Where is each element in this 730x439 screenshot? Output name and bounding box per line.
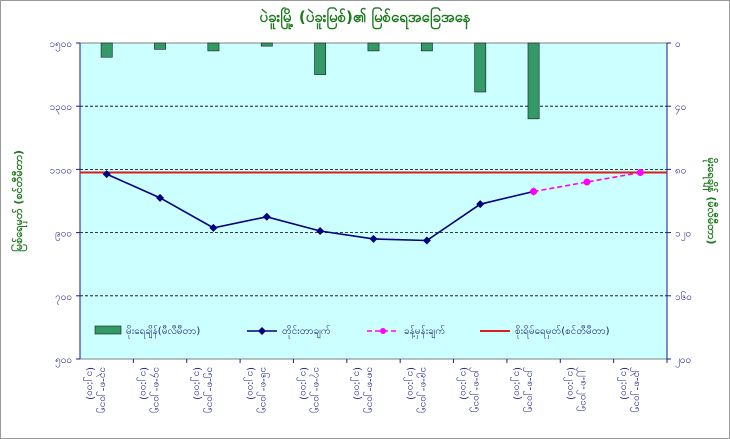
x-tick-time: (၁၂:၀၀) (616, 367, 629, 400)
x-tick-group: ၁၄-၈-၂၀၁၅(၁၂:၀၀) (136, 367, 162, 413)
y-left-tick-label: ၁၃၀၀ (50, 102, 73, 115)
forecast-point (583, 178, 591, 186)
x-tick-date: ၂၃-၈-၂၀၁၅ (629, 367, 642, 412)
x-tick-group: ၁၇-၈-၂၀၁၅(၁၂:၀၀) (296, 367, 322, 413)
rainfall-bar (154, 42, 166, 50)
x-tick-time: (၁၂:၀၀) (243, 367, 256, 400)
legend-observed-label: တိုင်းတာချက် (282, 324, 331, 339)
x-tick-time: (၁၂:၀၀) (510, 367, 523, 400)
y-right-tick-label: ၀ (675, 39, 681, 50)
x-tick-time: (၁၂:၀၀) (563, 367, 576, 400)
y-left-tick-label: ၅၀၀ (55, 355, 72, 368)
x-tick-date: ၁၉-၈-၂၀၁၅ (416, 367, 429, 413)
y-right-tick-label: ၁၆၀ (675, 290, 692, 303)
y-axis-left-label: မြစ်ရေမှတ် (စင်တီမီတာ) (10, 150, 28, 252)
observed-point (422, 236, 431, 245)
observed-point (369, 234, 378, 243)
rainfall-bar (207, 42, 220, 52)
forecast-point (530, 188, 538, 196)
y-left-tick-label: ၉၀၀ (55, 229, 72, 242)
x-tick-time: (၁၂:၀၀) (136, 367, 149, 400)
y-right-tick-label: ၄၀ (675, 102, 686, 115)
rainfall-bar (420, 42, 433, 52)
observed-point (156, 193, 165, 202)
x-tick-time: (၁၂:၀၀) (296, 367, 309, 400)
x-tick-group: ၁၈-၈-၂၀၁၅(၁၂:၀၀) (350, 367, 376, 413)
x-tick-time: (၁၂:၀၀) (403, 367, 416, 400)
x-tick-group: ၁၉-၈-၂၀၁၅(၁၂:၀၀) (403, 367, 429, 413)
x-tick-date: ၁၅-၈-၂၀၁၅ (202, 367, 215, 413)
plot-area (79, 42, 668, 360)
legend-observed-marker (258, 327, 266, 335)
legend-rainfall-swatch (94, 325, 122, 335)
chart-title: ပဲခူးမြို့ (ပဲခူးမြစ်)၏ မြစ်ရေအခြေအနေ (259, 8, 471, 26)
y-right-tick-label: ၁၂၀ (675, 229, 691, 242)
x-tick-time: (၁၂:၀၀) (83, 367, 96, 400)
y-left-tick-label: ၁၁၀၀ (50, 165, 73, 176)
observed-point (262, 212, 271, 221)
observed-point (316, 227, 325, 236)
x-tick-group: ၁၆-၈-၂၀၁၅(၁၂:၀၀) (243, 367, 271, 413)
x-tick-group: ၂၀-၈-၂၀၁၅(၁၂:၀၀) (456, 367, 482, 412)
x-tick-time: (၁၂:၀၀) (189, 367, 202, 400)
rainfall-bar (367, 42, 380, 52)
x-tick-date: ၁၈-၈-၂၀၁၅ (363, 367, 376, 413)
forecast-line (533, 171, 641, 193)
y-right-tick-label: ၂၀၀ (675, 355, 691, 368)
x-tick-group: ၁၃-၈-၂၀၁၅(၁၂:၀၀) (83, 367, 109, 413)
rainfall-bar (260, 42, 273, 47)
y-left-tick-label: ၇၀၀ (55, 292, 72, 305)
y-right-tick-label: ၈၀ (675, 165, 686, 176)
x-tick-time: (၁၂:၀၀) (350, 367, 363, 400)
forecast-point (636, 169, 644, 177)
x-tick-group: ၁၅-၈-၂၀၁၅(၁၂:၀၀) (189, 367, 215, 413)
y-axis-right-label: မိုးရေချိန် (မီလီမီတာ) (702, 158, 719, 245)
rainfall-bar (100, 42, 113, 58)
x-tick-date: ၂၂-၈-၂၀၁၅ (576, 367, 589, 412)
observed-point (209, 223, 218, 232)
legend-forecast-marker (380, 328, 386, 334)
x-tick-date: ၁၆-၈-၂၀၁၅ (256, 367, 271, 413)
x-tick-group: ၂၁-၈-၂၀၁၅(၁၂:၀၀) (510, 367, 536, 412)
rainfall-bar (314, 42, 327, 75)
observed-point (476, 200, 485, 209)
legend-rainfall-label: မိုးရေချိန်(မီလီမီတာ) (126, 324, 200, 339)
observed-point (102, 170, 111, 179)
rainfall-bar (527, 42, 540, 120)
x-tick-time: (၁၂:၀၀) (456, 367, 469, 400)
x-tick-date: ၁၄-၈-၂၀၁၅ (149, 367, 162, 413)
x-tick-group: ၂၃-၈-၂၀၁၅(၁၂:၀၀) (616, 367, 642, 412)
x-tick-group: ၂၂-၈-၂၀၁၅(၁၂:၀၀) (563, 367, 589, 412)
x-tick-date: ၁၇-၈-၂၀၁၅ (309, 367, 322, 413)
legend-forecast-label: ခန့်မှန်းချက် (404, 324, 445, 339)
x-tick-date: ၁၃-၈-၂၀၁၅ (96, 367, 109, 413)
y-left-tick-label: ၁၅၀၀ (50, 39, 73, 52)
x-tick-date: ၂၁-၈-၂၀၁၅ (523, 367, 536, 412)
legend-danger-label: စိုးရိမ်ရေမှတ်(စင်တီမီတာ) (515, 324, 610, 339)
rainfall-bar (474, 42, 487, 93)
x-tick-date: ၂၀-၈-၂၀၁၅ (469, 367, 482, 412)
